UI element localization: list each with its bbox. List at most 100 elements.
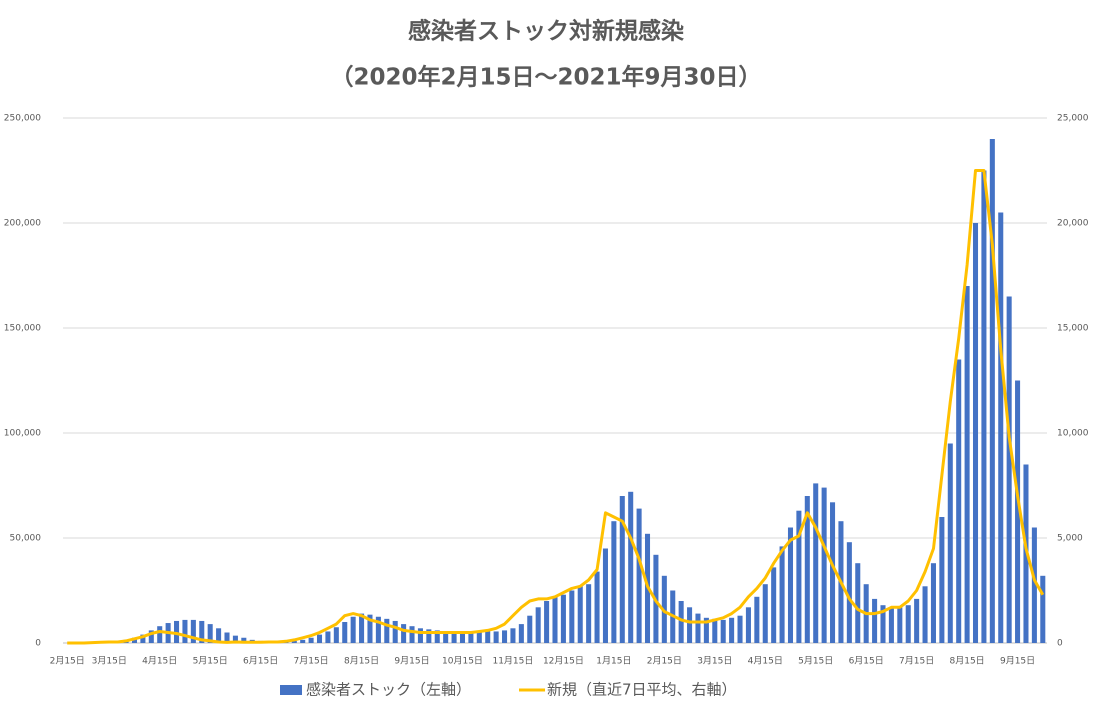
bar xyxy=(905,605,911,643)
bar xyxy=(367,614,373,643)
chart-subtitle: （2020年2月15日～2021年9月30日） xyxy=(330,64,761,91)
bar xyxy=(1040,575,1046,643)
bar xyxy=(468,632,474,643)
bar xyxy=(939,517,945,643)
bar xyxy=(434,630,440,643)
bar xyxy=(459,632,466,643)
bar xyxy=(981,170,987,643)
bar xyxy=(855,563,861,643)
bar xyxy=(325,631,331,643)
x-tick-label: 2月15日 xyxy=(647,656,682,667)
bar xyxy=(972,223,979,643)
bar xyxy=(872,598,878,643)
y2-tick-label: 0 xyxy=(1057,639,1063,649)
legend-swatch xyxy=(280,685,302,695)
bar xyxy=(552,596,558,643)
bar xyxy=(502,630,508,643)
bar xyxy=(779,546,785,643)
y2-tick-label: 10,000 xyxy=(1057,429,1089,439)
bar xyxy=(207,624,213,643)
bar xyxy=(527,615,533,643)
bar xyxy=(947,443,953,643)
bar xyxy=(703,617,709,643)
bar xyxy=(174,620,180,643)
bar xyxy=(989,139,995,643)
bar xyxy=(611,521,617,643)
bar xyxy=(846,542,852,643)
bar xyxy=(426,629,432,643)
bar xyxy=(914,598,920,643)
bar xyxy=(930,563,936,643)
bar xyxy=(964,286,970,643)
bar xyxy=(224,632,230,643)
bar xyxy=(157,626,163,643)
bar xyxy=(535,607,541,643)
bar xyxy=(291,640,297,643)
bar xyxy=(199,620,205,643)
bar xyxy=(182,619,188,643)
line xyxy=(67,169,1045,645)
bar xyxy=(586,584,592,643)
bar xyxy=(544,601,550,643)
bar xyxy=(712,618,718,643)
x-tick-label: 9月15日 xyxy=(1000,656,1035,667)
bar xyxy=(560,594,566,643)
bar xyxy=(443,631,449,643)
bar xyxy=(577,586,583,643)
bar xyxy=(569,590,575,643)
x-tick-label: 2月15日 xyxy=(50,656,85,667)
y2-tick-label: 20,000 xyxy=(1057,219,1089,229)
bar xyxy=(796,510,802,643)
bar xyxy=(745,607,751,643)
x-tick-label: 3月15日 xyxy=(92,656,127,667)
x-tick-label: 12月15日 xyxy=(543,656,584,667)
bar xyxy=(619,496,625,643)
x-tick-label: 7月15日 xyxy=(899,656,934,667)
bar xyxy=(493,631,499,643)
bar xyxy=(678,601,684,643)
bar xyxy=(821,487,827,643)
bar xyxy=(350,616,356,643)
bar xyxy=(880,605,886,643)
bar xyxy=(342,622,348,643)
bar xyxy=(216,628,222,643)
bar xyxy=(897,607,903,643)
bar xyxy=(384,618,390,643)
bar xyxy=(476,632,482,643)
bar xyxy=(594,571,600,643)
bar xyxy=(628,491,634,643)
y-tick-label: 100,000 xyxy=(4,429,41,439)
bar xyxy=(316,634,323,643)
bar xyxy=(131,637,138,643)
bar xyxy=(510,628,516,643)
x-tick-label: 1月15日 xyxy=(596,656,631,667)
bar xyxy=(998,212,1004,643)
x-tick-label: 7月15日 xyxy=(294,656,329,667)
x-tick-label: 4月15日 xyxy=(142,656,177,667)
y-tick-label: 200,000 xyxy=(4,219,41,229)
bar xyxy=(804,496,810,643)
bar xyxy=(241,637,247,643)
bar xyxy=(771,567,777,643)
bar xyxy=(308,637,314,643)
bar xyxy=(602,548,608,643)
x-tick-label: 4月15日 xyxy=(748,656,783,667)
x-tick-label: 8月15日 xyxy=(950,656,985,667)
bar xyxy=(695,613,701,643)
x-tick-label: 11月15日 xyxy=(492,656,533,667)
bar xyxy=(830,502,836,643)
bar xyxy=(409,626,415,643)
x-tick-label: 6月15日 xyxy=(243,656,278,667)
bar xyxy=(687,607,693,643)
x-tick-label: 5月15日 xyxy=(193,656,228,667)
chart-title: 感染者ストック対新規感染 xyxy=(408,18,684,45)
y2-tick-label: 25,000 xyxy=(1057,114,1089,124)
bar xyxy=(720,619,726,643)
bar xyxy=(1015,380,1021,643)
legend-label: 感染者ストック（左軸） xyxy=(306,681,471,699)
bar xyxy=(737,615,743,643)
bar xyxy=(401,624,407,643)
bar xyxy=(451,632,457,643)
bar xyxy=(729,617,735,643)
